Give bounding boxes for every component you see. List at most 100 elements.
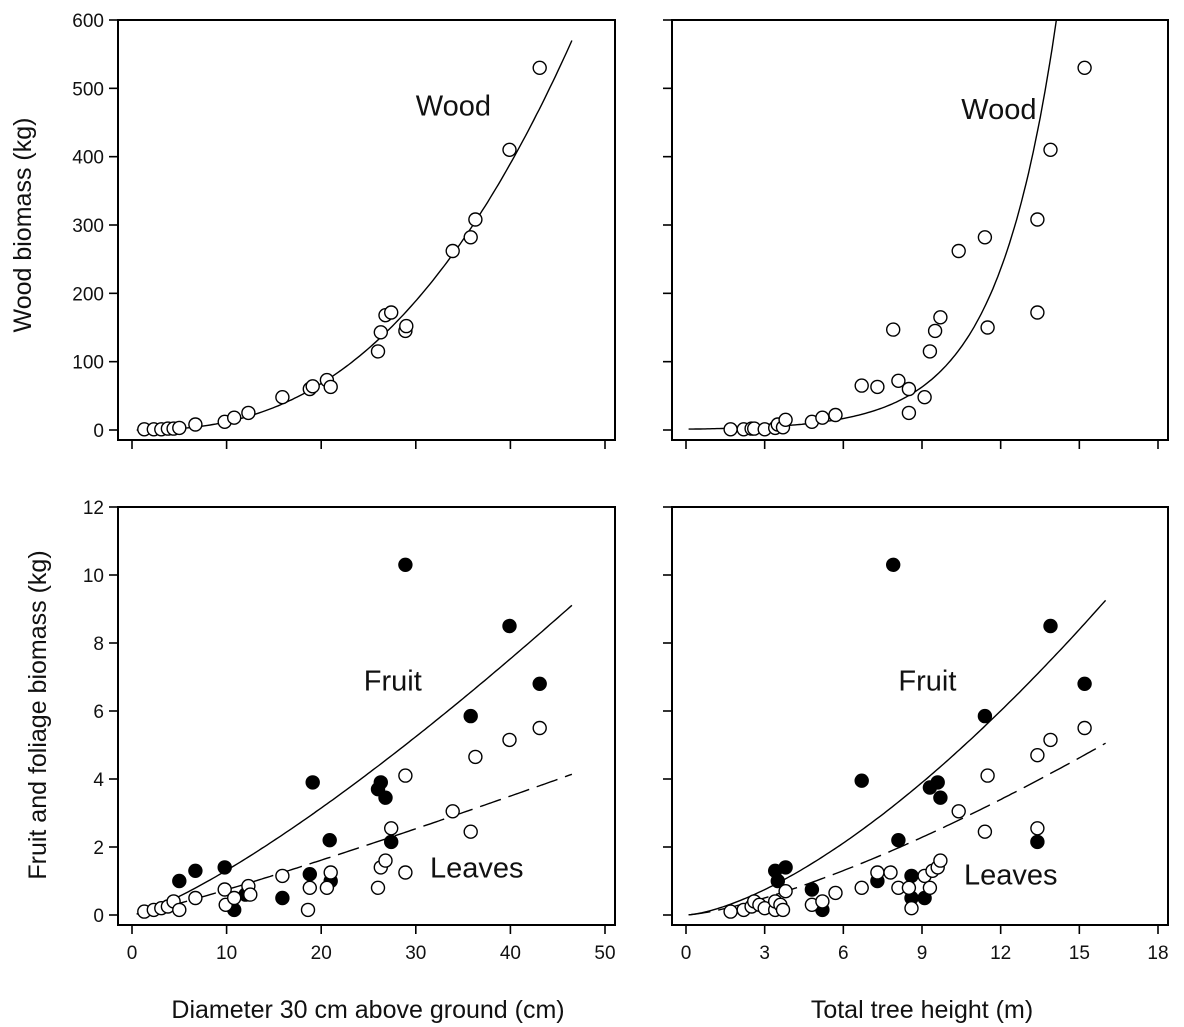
fruit-data-point xyxy=(1030,834,1045,850)
x-tick-label: 15 xyxy=(1069,943,1090,964)
x-tick-label: 3 xyxy=(759,943,770,964)
leaves-data-point xyxy=(532,720,547,736)
wood-data-point xyxy=(778,412,793,427)
fruit-data-point xyxy=(275,890,290,906)
fruit-data-point xyxy=(384,834,399,850)
leaves-data-point xyxy=(883,865,898,880)
x-tick-label: 10 xyxy=(216,943,237,964)
x-tick-label: 0 xyxy=(127,943,138,964)
leaves-data-point xyxy=(188,890,203,906)
fruit-data-point xyxy=(305,775,320,790)
wood-data-point xyxy=(468,212,483,227)
fruit-annotation: Fruit xyxy=(364,666,422,698)
leaves-data-point xyxy=(445,804,460,819)
x-tick-label: 6 xyxy=(838,943,849,964)
fruit-data-point xyxy=(502,618,517,634)
x-tick-label: 18 xyxy=(1147,943,1168,964)
wood-data-point xyxy=(463,230,478,245)
fruit-data-point xyxy=(1043,618,1058,634)
leaves-data-point xyxy=(319,880,335,895)
wood-data-point xyxy=(445,243,460,259)
fruit-data-point xyxy=(891,833,906,848)
fruit-data-point xyxy=(532,676,547,691)
leaves-data-point xyxy=(398,865,413,880)
wood-data-point xyxy=(305,379,320,394)
leaves-fit-curve xyxy=(136,773,573,915)
leaves-annotation: Leaves xyxy=(964,859,1058,891)
wood-vs-height-panel: Wood xyxy=(663,19,1169,449)
fruit-fit-curve xyxy=(688,599,1107,916)
wood-data-point xyxy=(370,344,386,359)
bottom-left-x-axis-title: Diameter 30 cm above ground (cm) xyxy=(171,996,564,1024)
leaves-data-point xyxy=(904,901,919,916)
wood-data-point xyxy=(373,325,388,340)
y-tick-label: 6 xyxy=(93,702,104,723)
leaves-data-point xyxy=(951,804,966,819)
fruit-data-point xyxy=(302,867,317,882)
fruit-data-point xyxy=(188,863,203,878)
x-tick-label: 30 xyxy=(405,943,426,964)
bottom-y-axis-title: Fruit and foliage biomass (kg) xyxy=(24,550,52,879)
fruit-data-point xyxy=(904,868,919,884)
wood-annotation: Wood xyxy=(416,91,491,123)
leaves-data-point xyxy=(1030,821,1045,836)
x-tick-label: 40 xyxy=(500,943,521,964)
leaves-data-point xyxy=(226,890,242,906)
leaves-data-point xyxy=(172,902,187,918)
y-tick-label: 10 xyxy=(83,566,104,587)
leaves-data-point xyxy=(775,902,791,918)
wood-data-point xyxy=(922,344,938,359)
y-tick-label: 200 xyxy=(72,284,104,305)
wood-data-point xyxy=(532,60,547,76)
wood-vs-diameter-panel: 0 100 200 300 400 500 600 Wood xyxy=(72,11,616,449)
wood-data-point xyxy=(901,381,917,397)
wood-data-point xyxy=(384,305,399,320)
y-tick-label: 500 xyxy=(72,79,104,100)
leaves-data-point xyxy=(275,868,290,884)
fruit-data-point xyxy=(854,773,869,788)
wood-data-point xyxy=(951,243,966,259)
wood-data-point xyxy=(502,142,517,158)
wood-data-point xyxy=(980,320,995,335)
leaves-data-point xyxy=(933,853,948,868)
wood-data-point xyxy=(241,405,256,421)
leaves-data-point xyxy=(463,824,478,839)
y-tick-label: 0 xyxy=(93,906,104,927)
leaves-data-point xyxy=(302,880,317,895)
fruit-data-point xyxy=(322,833,337,848)
y-tick-label: 4 xyxy=(93,770,104,791)
x-tick-label: 9 xyxy=(917,943,928,964)
wood-data-point xyxy=(172,420,187,436)
leaves-data-point xyxy=(1077,720,1092,736)
wood-data-point xyxy=(854,378,869,393)
wood-data-point xyxy=(870,379,885,395)
fruit-data-point xyxy=(172,873,187,889)
y-tick-label: 0 xyxy=(93,421,104,442)
wood-fit-curve xyxy=(136,40,573,431)
fruit-foliage-vs-height-panel: 0 3 6 9 12 15 18 Fruit Leaves xyxy=(663,506,1169,964)
y-tick-label: 300 xyxy=(72,216,104,237)
wood-data-point xyxy=(399,318,414,334)
x-tick-label: 20 xyxy=(311,943,332,964)
plot-frame xyxy=(117,19,616,441)
leaves-data-point xyxy=(723,904,738,919)
fruit-data-point xyxy=(886,557,901,572)
leaves-data-point xyxy=(901,880,917,895)
plot-frame xyxy=(117,506,616,926)
leaves-data-point xyxy=(217,882,232,897)
leaves-data-point xyxy=(778,884,793,899)
fruit-data-point xyxy=(463,708,478,724)
leaves-data-point xyxy=(378,853,393,868)
y-tick-label: 600 xyxy=(72,11,104,32)
leaves-data-point xyxy=(370,880,386,895)
fruit-data-point xyxy=(770,873,785,889)
top-y-axis-title: Wood biomass (kg) xyxy=(9,118,37,333)
wood-annotation: Wood xyxy=(961,94,1036,126)
leaves-data-point xyxy=(828,885,843,901)
leaves-data-point xyxy=(468,749,483,765)
leaves-data-point xyxy=(323,865,338,880)
wood-data-point xyxy=(977,230,993,245)
leaves-data-point xyxy=(398,768,413,783)
fruit-data-point xyxy=(398,557,413,572)
